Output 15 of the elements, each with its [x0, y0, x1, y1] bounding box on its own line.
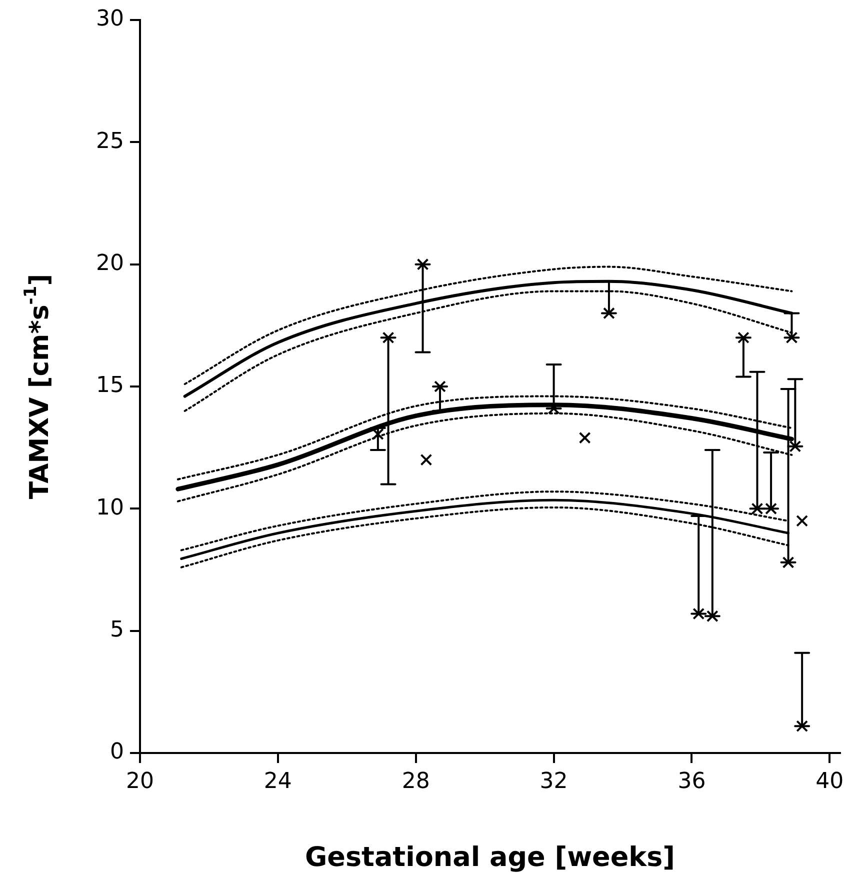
- x-tick-label: 36: [678, 768, 706, 794]
- x-tick-label: 32: [540, 768, 568, 794]
- y-tick-label: 25: [96, 128, 124, 154]
- y-tick-label: 5: [110, 618, 124, 643]
- x-tick-label: 40: [816, 768, 844, 794]
- y-tick-label: 20: [96, 251, 124, 276]
- y-tick-label: 0: [110, 740, 124, 765]
- y-axis-title: TAMXV [cm*s-1]: [21, 274, 55, 500]
- x-axis-title: Gestational age [weeks]: [304, 842, 676, 873]
- x-tick-label: 28: [402, 768, 430, 794]
- y-tick-label: 30: [96, 6, 124, 32]
- y-tick-label: 15: [96, 373, 124, 398]
- y-tick-label: 10: [96, 495, 124, 520]
- x-tick-label: 20: [126, 768, 154, 794]
- x-tick-label: 24: [264, 768, 292, 794]
